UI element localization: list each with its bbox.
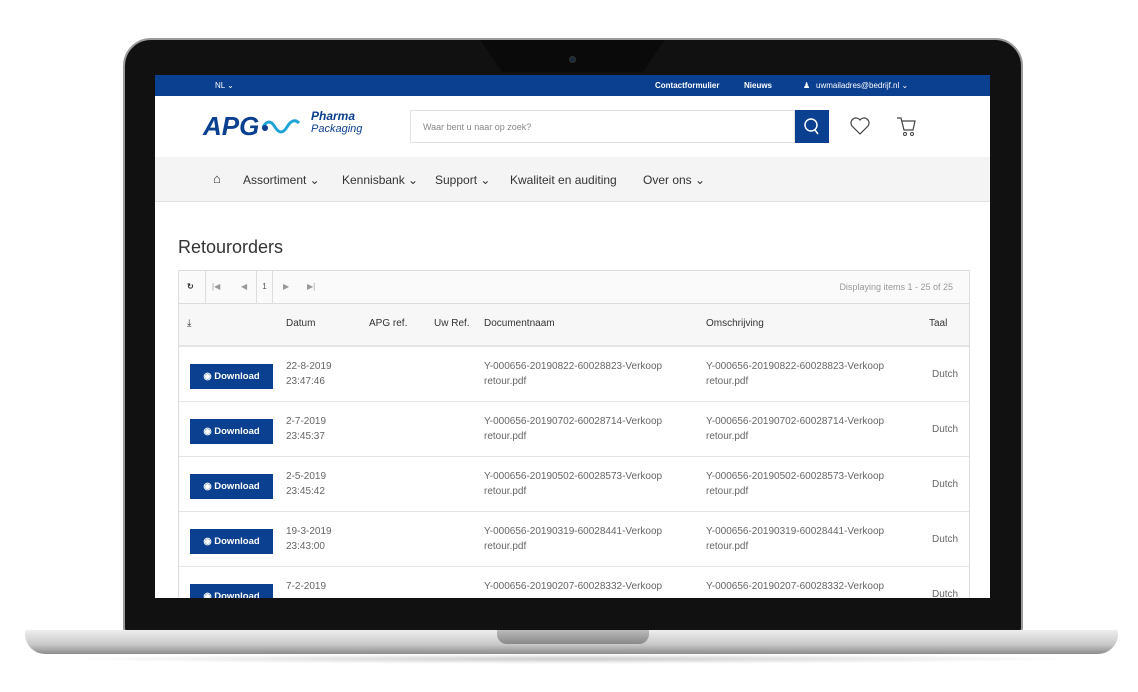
grid-toolbar: ↻ |◀ ◀ 1 ▶ ▶| Displaying items 1 - 25 of…	[179, 271, 969, 304]
contact-link[interactable]: Contactformulier	[655, 81, 720, 90]
col-omschrijving[interactable]: Omschrijving	[706, 318, 764, 329]
row-documentnaam[interactable]: Y-000656-20190702-60028714-Verkoop	[484, 416, 663, 427]
download-button[interactable]: ◉ Download	[190, 529, 273, 554]
page-title: Retourorders	[178, 237, 284, 257]
table-row: ◉ Download 2-7-2019 23:45:37 Y-000656-20…	[179, 402, 969, 457]
user-icon: ♟	[803, 81, 811, 90]
laptop-hinge	[497, 630, 649, 644]
search-button[interactable]	[795, 110, 829, 143]
eye-icon: ◉	[203, 536, 212, 547]
row-documentnaam-2[interactable]: retour.pdf	[484, 486, 527, 497]
row-documentnaam-2[interactable]: retour.pdf	[484, 541, 527, 552]
download-column-icon: ⤓	[187, 318, 192, 329]
eye-icon: ◉	[203, 591, 212, 598]
col-apg-ref[interactable]: APG ref.	[369, 318, 408, 329]
page-number[interactable]: 1	[256, 271, 273, 303]
nav-over-ons[interactable]: Over ons ⌄	[643, 173, 706, 187]
cart-icon[interactable]	[895, 115, 917, 139]
row-omschrijving: Y-000656-20190702-60028714-Verkoop	[706, 416, 885, 427]
prev-page-icon[interactable]: ◀	[241, 282, 248, 291]
webcam	[569, 56, 576, 63]
download-button[interactable]: ◉ Download	[190, 419, 273, 444]
table-row: ◉ Download 2-5-2019 23:45:42 Y-000656-20…	[179, 457, 969, 512]
row-date: 22-8-2019	[286, 361, 332, 372]
grid-header: ⤓ Datum APG ref. Uw Ref. Documentnaam Om…	[179, 304, 969, 347]
row-date: 2-7-2019	[286, 416, 327, 427]
eye-icon: ◉	[203, 481, 212, 492]
row-documentnaam-2[interactable]: retour.pdf	[484, 376, 527, 387]
logo-sub1: Pharma	[311, 109, 356, 123]
language-select[interactable]: NL ⌄	[215, 81, 234, 90]
row-time: 23:47:46	[286, 376, 325, 387]
paging-info: Displaying items 1 - 25 of 25	[839, 282, 953, 292]
header: APG Pharma Packaging Waar bent u naar op…	[155, 96, 990, 157]
download-label: Download	[214, 536, 260, 547]
nav-kennisbank[interactable]: Kennisbank ⌄	[342, 173, 419, 187]
row-omschrijving-2: retour.pdf	[706, 431, 749, 442]
row-omschrijving: Y-000656-20190207-60028332-Verkoop	[706, 581, 885, 592]
row-taal: Dutch	[932, 424, 959, 435]
row-date: 7-2-2019	[286, 581, 327, 592]
row-omschrijving-2: retour.pdf	[706, 541, 749, 552]
laptop-shadow	[60, 654, 1080, 664]
download-button[interactable]: ◉ Download	[190, 584, 273, 598]
eye-icon: ◉	[203, 371, 212, 382]
next-page-icon[interactable]: ▶	[283, 282, 290, 291]
table-row: ◉ Download 7-2-2019 Y-000656-20190207-60…	[179, 567, 969, 598]
col-uw-ref[interactable]: Uw Ref.	[434, 318, 470, 329]
table-row: ◉ Download 22-8-2019 23:47:46 Y-000656-2…	[179, 347, 969, 402]
eye-icon: ◉	[203, 426, 212, 437]
heart-icon[interactable]	[849, 115, 871, 137]
row-taal: Dutch	[932, 534, 959, 545]
table-row: ◉ Download 19-3-2019 23:43:00 Y-000656-2…	[179, 512, 969, 567]
search-icon	[804, 118, 819, 135]
row-time: 23:45:42	[286, 486, 325, 497]
first-page-icon[interactable]: |◀	[212, 282, 221, 291]
nav-support[interactable]: Support ⌄	[435, 173, 491, 187]
refresh-icon[interactable]: ↻	[187, 282, 194, 291]
row-taal: Dutch	[932, 369, 959, 380]
row-date: 2-5-2019	[286, 471, 327, 482]
col-taal[interactable]: Taal	[929, 318, 948, 329]
row-documentnaam-2[interactable]: retour.pdf	[484, 431, 527, 442]
row-documentnaam[interactable]: Y-000656-20190822-60028823-Verkoop	[484, 361, 663, 372]
row-date: 19-3-2019	[286, 526, 332, 537]
row-taal: Dutch	[932, 479, 959, 490]
row-taal: Dutch	[932, 589, 959, 598]
search-input[interactable]: Waar bent u naar op zoek?	[410, 110, 795, 143]
row-time: 23:43:00	[286, 541, 325, 552]
row-omschrijving: Y-000656-20190319-60028441-Verkoop	[706, 526, 885, 537]
row-time: 23:45:37	[286, 431, 325, 442]
col-documentnaam[interactable]: Documentnaam	[484, 318, 555, 329]
divider	[205, 271, 206, 303]
last-page-icon[interactable]: ▶|	[307, 282, 316, 291]
col-datum[interactable]: Datum	[286, 318, 316, 329]
logo-text: APG	[203, 111, 260, 141]
nav-assortiment[interactable]: Assortiment ⌄	[243, 173, 320, 187]
logo[interactable]: APG Pharma Packaging	[203, 109, 403, 143]
top-bar: NL ⌄ Contactformulier Nieuws ♟ uwmailadr…	[155, 75, 990, 96]
user-menu[interactable]: uwmailadres@bedrijf.nl ⌄	[816, 81, 909, 90]
logo-wave-icon	[261, 119, 301, 134]
download-button[interactable]: ◉ Download	[190, 474, 273, 499]
orders-grid: ↻ |◀ ◀ 1 ▶ ▶| Displaying items 1 - 25 of…	[178, 270, 970, 598]
download-label: Download	[214, 481, 260, 492]
row-documentnaam[interactable]: Y-000656-20190319-60028441-Verkoop	[484, 526, 663, 537]
download-label: Download	[214, 591, 260, 598]
row-omschrijving: Y-000656-20190502-60028573-Verkoop	[706, 471, 885, 482]
row-documentnaam[interactable]: Y-000656-20190502-60028573-Verkoop	[484, 471, 663, 482]
nav-kwaliteit[interactable]: Kwaliteit en auditing	[510, 173, 617, 187]
download-label: Download	[214, 426, 260, 437]
row-documentnaam[interactable]: Y-000656-20190207-60028332-Verkoop	[484, 581, 663, 592]
logo-sub2: Packaging	[311, 123, 363, 135]
download-button[interactable]: ◉ Download	[190, 364, 273, 389]
download-label: Download	[214, 371, 260, 382]
screen: NL ⌄ Contactformulier Nieuws ♟ uwmailadr…	[155, 75, 990, 598]
row-omschrijving-2: retour.pdf	[706, 376, 749, 387]
news-link[interactable]: Nieuws	[744, 81, 773, 90]
home-icon[interactable]: ⌂	[213, 171, 221, 186]
row-omschrijving: Y-000656-20190822-60028823-Verkoop	[706, 361, 885, 372]
row-omschrijving-2: retour.pdf	[706, 486, 749, 497]
main-nav: ⌂ Assortiment ⌄ Kennisbank ⌄ Support ⌄ K…	[155, 157, 990, 202]
